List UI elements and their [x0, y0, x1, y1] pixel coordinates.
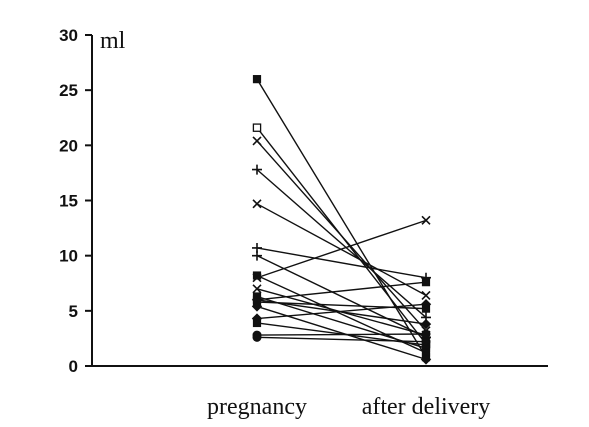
unit-label: ml — [100, 28, 126, 54]
data-point — [420, 354, 432, 365]
data-point — [421, 329, 431, 339]
series-line-group — [252, 242, 431, 283]
y-tick-label: 20 — [59, 136, 78, 155]
series-line-group — [252, 215, 431, 283]
y-tick-label: 10 — [59, 247, 78, 266]
data-point — [421, 278, 431, 287]
series-line — [256, 255, 427, 338]
series-line — [256, 303, 427, 320]
series-line — [256, 336, 427, 343]
data-point — [252, 199, 262, 209]
series-line-group — [252, 164, 431, 323]
series-line-group — [252, 75, 431, 362]
data-point — [252, 136, 262, 146]
y-tick-label: 0 — [69, 357, 78, 376]
data-point — [252, 123, 262, 132]
data-point — [252, 250, 262, 261]
series-line — [256, 281, 427, 301]
series-line — [256, 301, 427, 310]
data-point — [421, 337, 431, 347]
series-line — [256, 140, 427, 332]
data-point — [252, 318, 262, 328]
series-line — [256, 219, 427, 279]
y-tick-label: 25 — [59, 81, 78, 100]
x-category-label: after delivery — [362, 394, 491, 420]
y-tick-label: 15 — [59, 192, 78, 211]
series-layer — [251, 75, 432, 365]
data-point — [420, 318, 432, 330]
x-category-label: pregnancy — [207, 394, 307, 420]
series-line — [256, 169, 427, 318]
y-tick-label: 5 — [69, 302, 78, 321]
data-point — [420, 299, 432, 310]
x-category-labels: pregnancy after delivery — [207, 394, 490, 420]
series-line-group — [251, 301, 432, 365]
data-point — [251, 301, 263, 312]
data-point — [252, 75, 262, 84]
series-line — [256, 333, 427, 336]
data-point — [421, 215, 431, 225]
series-line — [256, 305, 427, 361]
series-line — [256, 78, 427, 358]
data-point — [421, 290, 431, 300]
series-line — [256, 295, 427, 350]
series-line — [256, 247, 427, 279]
series-line-group — [251, 299, 432, 324]
series-line-group — [252, 332, 431, 347]
data-point — [252, 271, 262, 280]
data-point — [252, 273, 262, 283]
y-tick-label: 30 — [59, 26, 78, 45]
data-point — [252, 284, 262, 294]
data-point — [252, 332, 262, 342]
y-ticks: 0 5 10 15 20 25 30 — [59, 26, 92, 376]
data-point — [252, 164, 262, 175]
